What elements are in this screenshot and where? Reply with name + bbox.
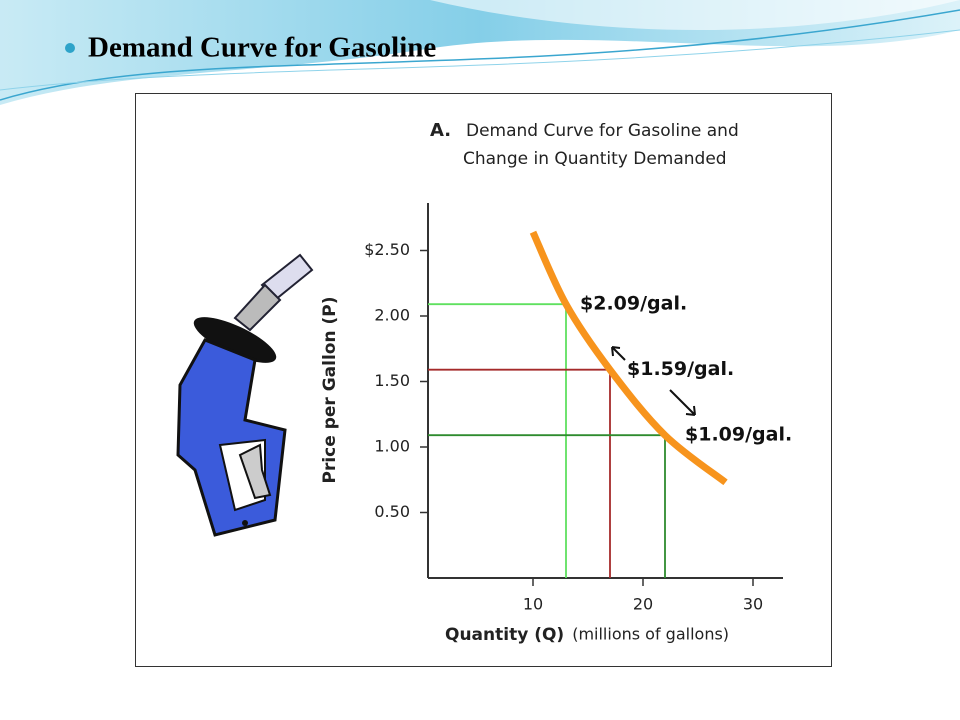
y-tick-label: 0.50 xyxy=(374,502,410,521)
price-label: $2.09/gal. xyxy=(580,293,687,315)
y-tick-label: 1.50 xyxy=(374,371,410,390)
panel-label: A. xyxy=(430,120,451,141)
y-tick-label: 2.00 xyxy=(374,306,410,325)
y-tick-label: 1.00 xyxy=(374,437,410,456)
pump-illustration xyxy=(176,253,314,537)
x-axis-note: (millions of gallons) xyxy=(572,625,729,644)
price-label: $1.59/gal. xyxy=(627,358,734,380)
bullet xyxy=(65,43,75,53)
y-tick-label: $2.50 xyxy=(364,240,410,259)
x-tick-label: 10 xyxy=(523,595,543,614)
slide-title: Demand Curve for Gasoline xyxy=(88,32,436,64)
price-label: $1.09/gal. xyxy=(685,424,792,446)
header-decoration xyxy=(0,0,960,105)
y-axis-label: Price per Gallon (P) xyxy=(320,297,340,484)
x-axis-label: Quantity (Q) xyxy=(445,625,564,645)
chart-title: Demand Curve for Gasoline and Change in Q… xyxy=(463,121,739,169)
x-tick-label: 20 xyxy=(633,595,653,614)
change-arrows xyxy=(611,346,696,416)
x-tick-label: 30 xyxy=(743,595,763,614)
demand-curve xyxy=(529,230,728,486)
